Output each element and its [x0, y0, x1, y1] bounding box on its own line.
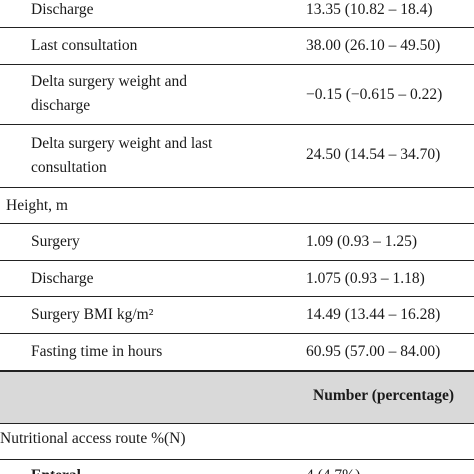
divider: [0, 27, 474, 28]
row-label-height-surgery: Surgery: [31, 233, 80, 250]
divider: [0, 124, 474, 125]
row-label-last-consultation: Last consultation: [31, 37, 138, 54]
row-value-height-surgery: 1.09 (0.93 – 1.25): [306, 233, 418, 250]
row-label-surgery-bmi: Surgery BMI kg/m²: [31, 306, 154, 323]
row-value-enteral: 4 (4.7%): [306, 465, 360, 474]
row-label-height: Height, m: [6, 197, 68, 214]
row-label-delta-discharge-line1: Delta surgery weight and: [31, 73, 187, 90]
divider: [0, 459, 474, 460]
row-value-discharge-weight: 13.35 (10.82 – 18.4): [306, 1, 433, 18]
row-label-discharge-weight: Discharge: [31, 1, 94, 18]
header-top-border: [0, 370, 474, 372]
row-label-delta-discharge-line2: discharge: [31, 97, 91, 114]
divider: [0, 187, 474, 188]
section-label-nutritional-access: Nutritional access route %(N): [0, 430, 186, 447]
divider: [0, 333, 474, 334]
row-value-last-consultation: 38.00 (26.10 – 49.50): [306, 37, 441, 54]
row-label-fasting-time: Fasting time in hours: [31, 343, 163, 360]
divider: [0, 260, 474, 261]
row-value-delta-last: 24.50 (14.54 – 34.70): [306, 146, 441, 163]
row-label-enteral: Enteral: [31, 465, 81, 474]
column-header-band: [0, 372, 474, 423]
row-label-delta-last-line1: Delta surgery weight and last: [31, 135, 213, 152]
row-value-delta-discharge: −0.15 (−0.615 – 0.22): [306, 86, 443, 103]
row-label-delta-last-line2: consultation: [31, 159, 107, 176]
column-header-label: Number (percentage): [313, 387, 455, 404]
divider: [0, 223, 474, 224]
header-bottom-border: [0, 423, 474, 424]
row-label-height-discharge: Discharge: [31, 270, 94, 287]
row-value-height-discharge: 1.075 (0.93 – 1.18): [306, 270, 425, 287]
divider: [0, 64, 474, 65]
row-value-surgery-bmi: 14.49 (13.44 – 16.28): [306, 306, 441, 323]
row-value-fasting-time: 60.95 (57.00 – 84.00): [306, 343, 441, 360]
divider: [0, 296, 474, 297]
